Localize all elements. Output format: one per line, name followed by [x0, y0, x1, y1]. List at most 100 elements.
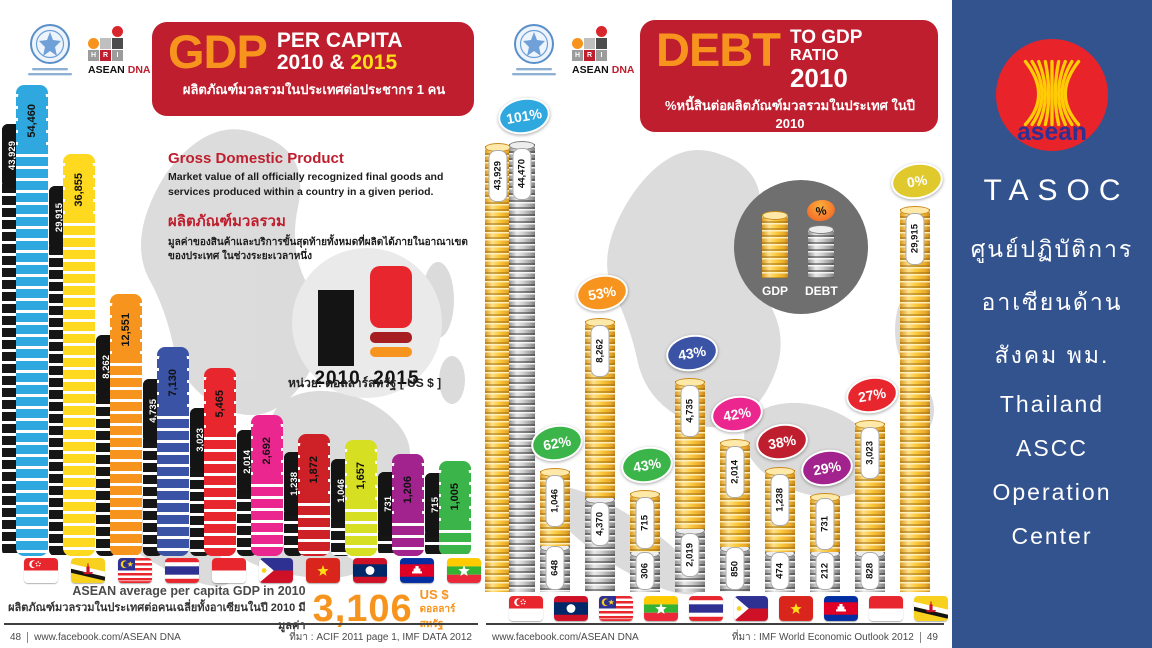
asean-average-callout: ASEAN average per capita GDP in 2010 ผลิ… [8, 584, 474, 634]
bar-value-label: 2,019 [684, 543, 696, 567]
average-line-th: ผลิตภัณฑ์มวลรวมในประเทศต่อคนเฉลี่ยทั้งอา… [8, 602, 306, 632]
legend-debt-coins-icon [808, 225, 834, 278]
government-seal-icon [24, 22, 76, 89]
page-number: 48 [10, 632, 22, 643]
ratio-bubble-laos: 62% [528, 420, 586, 466]
sidebar-title: TASOC [983, 174, 1130, 207]
bar-value-label: 1,238 [774, 488, 786, 512]
source-note: ที่มา : ACIF 2011 page 1, IMF DATA 2012 [289, 632, 472, 643]
column-value-pill: 828 [860, 552, 880, 590]
column-value-pill: 8,262 [590, 325, 610, 377]
gdp-label-philippines-2015: 2,692 [253, 418, 281, 484]
facebook-url-link[interactable]: www.facebook.com/ASEAN DNA [492, 632, 639, 643]
svg-text:asean: asean [1017, 119, 1087, 146]
debt-footer: www.facebook.com/ASEAN DNA ที่มา : IMF W… [492, 630, 938, 645]
column-value-pill: 43,929 [488, 150, 508, 202]
column-value-pill: 2,019 [680, 533, 700, 577]
dna-wordmark: DNA [611, 64, 635, 76]
gdp-column-malaysia: 8,262 [585, 318, 615, 498]
debt-column-laos: 648 [540, 543, 570, 592]
page-number: 49 [926, 632, 938, 643]
column-value-pill: 2,014 [725, 446, 745, 498]
gdp-label-cambodia-2015: 1,206 [394, 457, 422, 523]
column-value-pill: 850 [725, 547, 745, 590]
bar-value-label: 2,014 [729, 460, 741, 484]
gdp-label-thailand-2015: 7,130 [159, 350, 187, 416]
column-value-pill: 29,915 [905, 213, 925, 265]
bar-value-label: 29,915 [909, 224, 921, 254]
bar-value-label: 36,855 [73, 173, 85, 207]
flag-vietnam-icon [306, 558, 340, 583]
average-unit-en: US $ [419, 586, 449, 602]
gdp-label-malaysia-2015: 12,551 [112, 297, 140, 363]
flag-cambodia-icon [400, 558, 434, 583]
gdp-definition-body-en: Market value of all officially recognize… [168, 171, 444, 198]
gdp-title-line1: PER CAPITA [276, 29, 403, 52]
footer-separator [919, 632, 921, 643]
gdp-label-singapore-2015: 54,460 [18, 88, 46, 154]
gdp-title-thai: ผลิตภัณฑ์มวลรวมในประเทศต่อประชากร 1 คน [182, 81, 446, 97]
debt-title-box: DEBT TO GDP RATIO 2010 %หนี้สินต่อผลิตภั… [640, 20, 938, 132]
gdp-bar-thailand-2015: 7,130 [157, 347, 189, 556]
gdp-label-myanmar-2015: 1,005 [441, 464, 469, 530]
footer-divider [486, 623, 944, 625]
debt-column-myanmar: 306 [630, 549, 660, 592]
flag-thailand-icon [165, 558, 199, 583]
asean-wordmark: ASEAN [572, 64, 609, 76]
legend-gdp-debt: % GDP DEBT [734, 180, 868, 314]
gdp-title-box: GDP PER CAPITA 2010 & 2015 ผลิตภัณฑ์มวลร… [152, 22, 474, 116]
bar-value-label: 2,692 [261, 437, 273, 465]
ratio-bubble-philippines: 42% [708, 391, 766, 437]
legend-2010-2015: 2010 2015 [292, 248, 442, 398]
gdp-bar-indonesia-2015: 5,465 [204, 368, 236, 556]
sidebar-line: สังคม พม. [994, 342, 1110, 368]
column-value-pill: 715 [635, 497, 655, 549]
bar-value-label: 3,023 [864, 441, 876, 465]
gdp-bar-malaysia-2015: 12,551 [110, 294, 142, 556]
flag-vietnam-icon [779, 596, 813, 621]
legend-2010-bar [318, 290, 354, 366]
tasoc-sidebar: asean TASOC ศูนย์ปฏิบัติการ อาเซียนด้าน สั… [952, 0, 1152, 648]
debt-column-malaysia: 4,370 [585, 495, 615, 592]
bar-value-label: 12,551 [120, 313, 132, 347]
sidebar-line: อาเซียนด้าน [981, 289, 1123, 315]
debt-title-line2: RATIO [789, 47, 839, 64]
gdp-bar-laos-2015: 1,657 [345, 440, 377, 556]
column-value-pill: 1,238 [770, 474, 790, 526]
government-seal-icon [508, 22, 560, 89]
flag-singapore-icon [24, 558, 58, 583]
average-unit-th: ดอลลาร์สหรัฐ [419, 603, 456, 630]
flag-brunei-icon [71, 558, 105, 583]
bar-value-label: 44,470 [516, 159, 528, 189]
flag-philippines-icon [259, 558, 293, 583]
gdp-column-indonesia: 3,023 [855, 420, 885, 552]
gdp-column-brunei: 29,915 [900, 206, 930, 592]
gdp-column-philippines: 2,014 [720, 439, 750, 547]
sidebar-text-block: ศูนย์ปฏิบัติการ อาเซียนด้าน สังคม พม. Thail… [952, 232, 1152, 550]
gdp-title-years: 2010 & [276, 51, 345, 75]
asean-dna-wordmark: ASEAN DNA [572, 64, 635, 76]
debt-column-indonesia: 828 [855, 549, 885, 592]
source-note: ที่มา : IMF World Economic Outlook 2012 [731, 632, 914, 643]
facebook-url-link[interactable]: www.facebook.com/ASEAN DNA [34, 632, 181, 643]
asean-logo-icon: asean [993, 36, 1111, 154]
bar-value-label: 43,929 [492, 161, 504, 191]
column-value-pill: 212 [815, 552, 835, 590]
gdp-bar-vietnam-2015: 1,872 [298, 434, 330, 556]
flag-malaysia-icon [118, 558, 152, 583]
legend-2015-bar [370, 266, 412, 328]
bar-value-label: 715 [639, 515, 651, 531]
bar-value-label: 648 [549, 560, 561, 576]
column-value-pill: 474 [770, 552, 790, 590]
flag-laos-icon [554, 596, 588, 621]
debt-title-thai: %หนี้สินต่อผลิตภัณฑ์มวลรวมในประเทศ ในปี … [664, 97, 916, 131]
gdp-label-indonesia-2015: 5,465 [206, 371, 234, 437]
flag-thailand-icon [689, 596, 723, 621]
gdp-label-brunei-2015: 36,855 [65, 157, 93, 223]
debt-bar-chart: 43,929 44,470 101% 648 1,046 62% 4,370 8,262 53%… [482, 93, 948, 592]
flag-myanmar-icon [644, 596, 678, 621]
